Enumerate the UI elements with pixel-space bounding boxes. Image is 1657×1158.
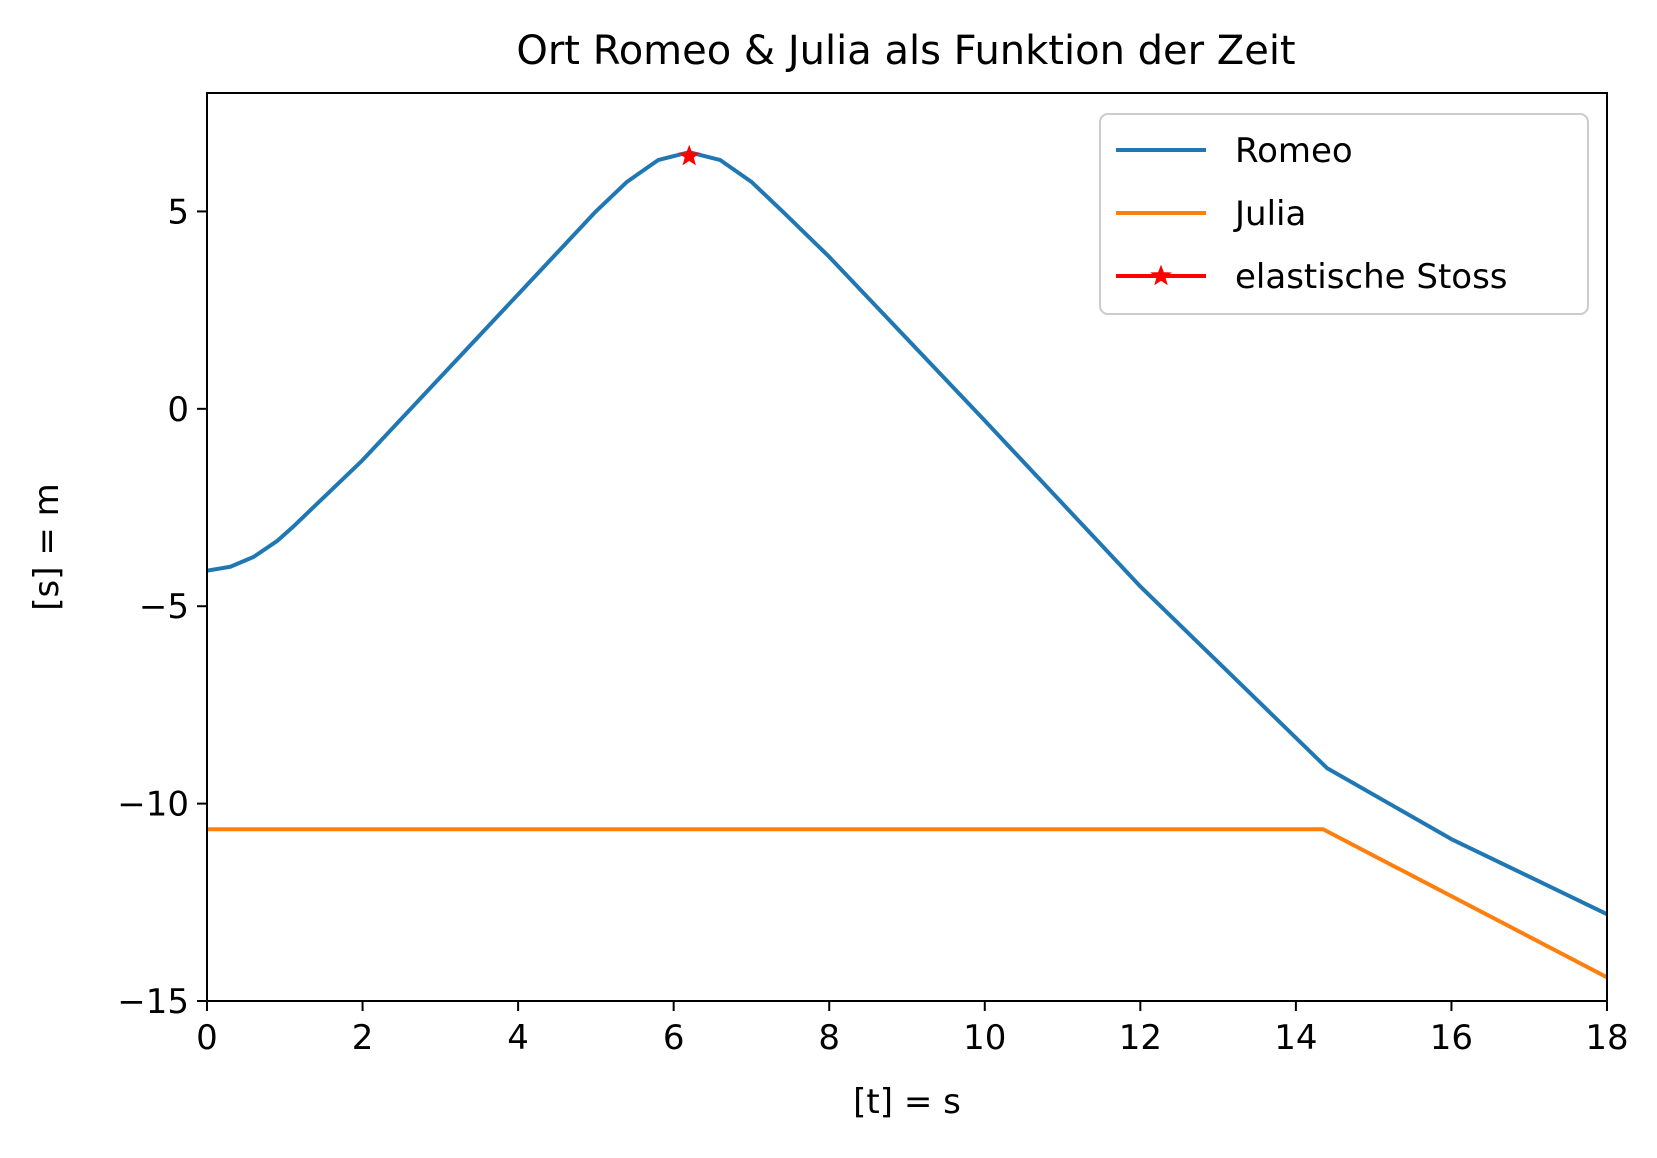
- x-tick-label: 16: [1430, 1018, 1473, 1058]
- legend-box: [1099, 113, 1589, 315]
- y-tick-label: 5: [167, 192, 189, 232]
- x-tick-label: 12: [1119, 1018, 1162, 1058]
- legend-star-icon: [1150, 264, 1172, 286]
- x-tick-label: 8: [818, 1018, 840, 1058]
- y-axis: −15 −10 −5 0 5: [117, 192, 207, 1022]
- legend-label: Romeo: [1235, 131, 1353, 171]
- y-tick-label: −5: [139, 587, 189, 627]
- x-tick-label: 0: [196, 1018, 218, 1058]
- x-tick-label: 10: [963, 1018, 1006, 1058]
- collision-marker: [678, 144, 701, 166]
- x-tick-label: 18: [1585, 1018, 1628, 1058]
- axes-frame: [206, 92, 1608, 1002]
- x-axis: 0 2 4 6 8 10 12 14 16 18: [196, 1001, 1629, 1058]
- y-tick-label: −10: [117, 785, 189, 825]
- series-layer: [206, 144, 1608, 980]
- legend: Romeo Julia elastische Stoss: [1099, 113, 1589, 315]
- plot-area: [206, 92, 1608, 1002]
- x-tick-label: 6: [663, 1018, 685, 1058]
- x-tick-label: 2: [352, 1018, 374, 1058]
- x-axis-label: [t] = s: [853, 1082, 961, 1122]
- y-tick-label: 0: [167, 390, 189, 430]
- series-line-romeo: [206, 150, 1608, 916]
- x-tick-label: 14: [1274, 1018, 1317, 1058]
- y-tick-label: −15: [117, 982, 189, 1022]
- legend-label: Julia: [1233, 194, 1306, 234]
- series-line-julia: [207, 827, 1608, 980]
- y-axis-label: [s] = m: [27, 483, 67, 610]
- x-tick-label: 4: [507, 1018, 529, 1058]
- legend-label: elastische Stoss: [1235, 257, 1508, 297]
- legend-items: Romeo Julia elastische Stoss: [1116, 131, 1508, 297]
- chart-title: Ort Romeo & Julia als Funktion der Zeit: [516, 28, 1295, 74]
